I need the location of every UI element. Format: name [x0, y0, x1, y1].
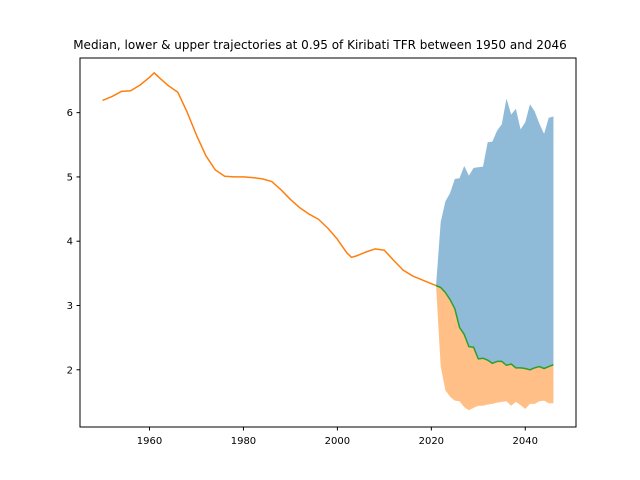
chart-title: Median, lower & upper trajectories at 0.… — [73, 38, 567, 52]
y-tick-label: 6 — [67, 108, 73, 119]
uncertainty-bands — [436, 98, 554, 411]
median-trajectory-line — [435, 284, 554, 371]
x-tick-label: 2040 — [513, 436, 538, 447]
x-tick-label: 2000 — [325, 436, 350, 447]
historical-tfr-line — [102, 72, 437, 287]
y-axis: 2 3 4 5 6 — [67, 108, 80, 376]
upper-band-area — [436, 98, 554, 370]
y-tick-label: 3 — [67, 301, 73, 312]
y-tick-label: 4 — [67, 237, 73, 248]
lower-band-area — [436, 285, 554, 411]
x-axis: 1960 1980 2000 2020 2040 — [137, 427, 538, 447]
x-tick-label: 2020 — [419, 436, 444, 447]
x-tick-label: 1960 — [137, 436, 162, 447]
x-tick-label: 1980 — [231, 436, 256, 447]
plot-area-frame — [79, 57, 577, 428]
y-tick-label: 5 — [67, 172, 73, 183]
series-lines — [102, 72, 554, 371]
y-tick-label: 2 — [67, 365, 73, 376]
